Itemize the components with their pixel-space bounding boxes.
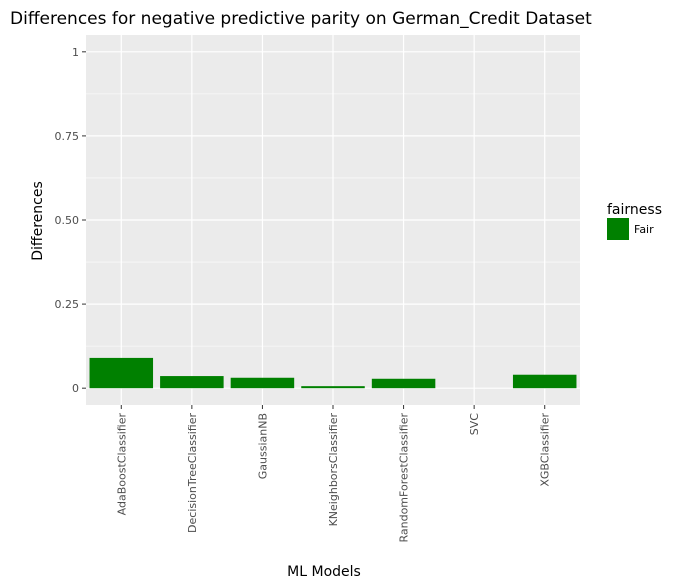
bar-RandomForestClassifier — [371, 378, 436, 389]
bar-KNeighborsClassifier — [301, 386, 365, 389]
legend-label-fair: Fair — [634, 223, 654, 236]
x-tick-label: SVC — [468, 413, 481, 436]
bar-GaussianNB — [230, 377, 295, 389]
legend-key-fair — [607, 218, 629, 240]
bars — [89, 357, 577, 389]
y-tick-label: 0.75 — [55, 130, 80, 143]
y-tick-label: 0.25 — [55, 298, 80, 311]
x-tick-label: RandomForestClassifier — [398, 413, 411, 543]
x-axis-title: ML Models — [287, 564, 361, 580]
bar-XGBClassifier — [512, 374, 577, 389]
legend: fairness Fair — [607, 202, 662, 240]
grid-lines — [86, 35, 580, 405]
axes: 0 0.25 0.50 0.75 1 AdaBoostClassifier Decision… — [55, 46, 552, 543]
x-tick-label: DecisionTreeClassifier — [186, 413, 199, 533]
bar-DecisionTreeClassifier — [160, 376, 224, 389]
y-axis-title: Differences — [30, 181, 46, 260]
x-tick-label: AdaBoostClassifier — [115, 413, 128, 516]
x-tick-label: KNeighborsClassifier — [327, 413, 340, 527]
legend-title: fairness — [607, 202, 662, 218]
chart-title: Differences for negative predictive pari… — [10, 9, 592, 29]
x-tick-label: GaussianNB — [256, 413, 269, 479]
x-tick-label: XGBClassifier — [539, 413, 552, 487]
y-tick-label: 1 — [72, 46, 79, 59]
bar-AdaBoostClassifier — [89, 357, 154, 389]
y-tick-label: 0 — [72, 382, 79, 395]
y-tick-label: 0.50 — [55, 214, 80, 227]
